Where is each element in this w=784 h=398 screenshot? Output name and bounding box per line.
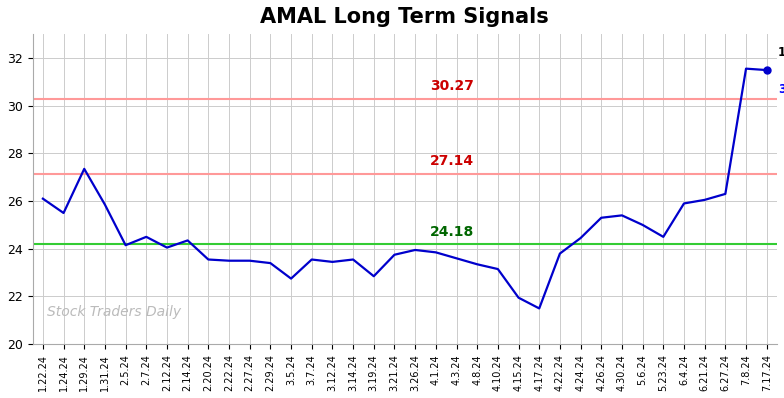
Text: Stock Traders Daily: Stock Traders Daily	[47, 305, 182, 320]
Text: 30.27: 30.27	[430, 79, 474, 93]
Text: 16:00: 16:00	[778, 46, 784, 59]
Text: 31.49: 31.49	[778, 83, 784, 96]
Text: 27.14: 27.14	[430, 154, 474, 168]
Title: AMAL Long Term Signals: AMAL Long Term Signals	[260, 7, 549, 27]
Text: 24.18: 24.18	[430, 224, 474, 238]
